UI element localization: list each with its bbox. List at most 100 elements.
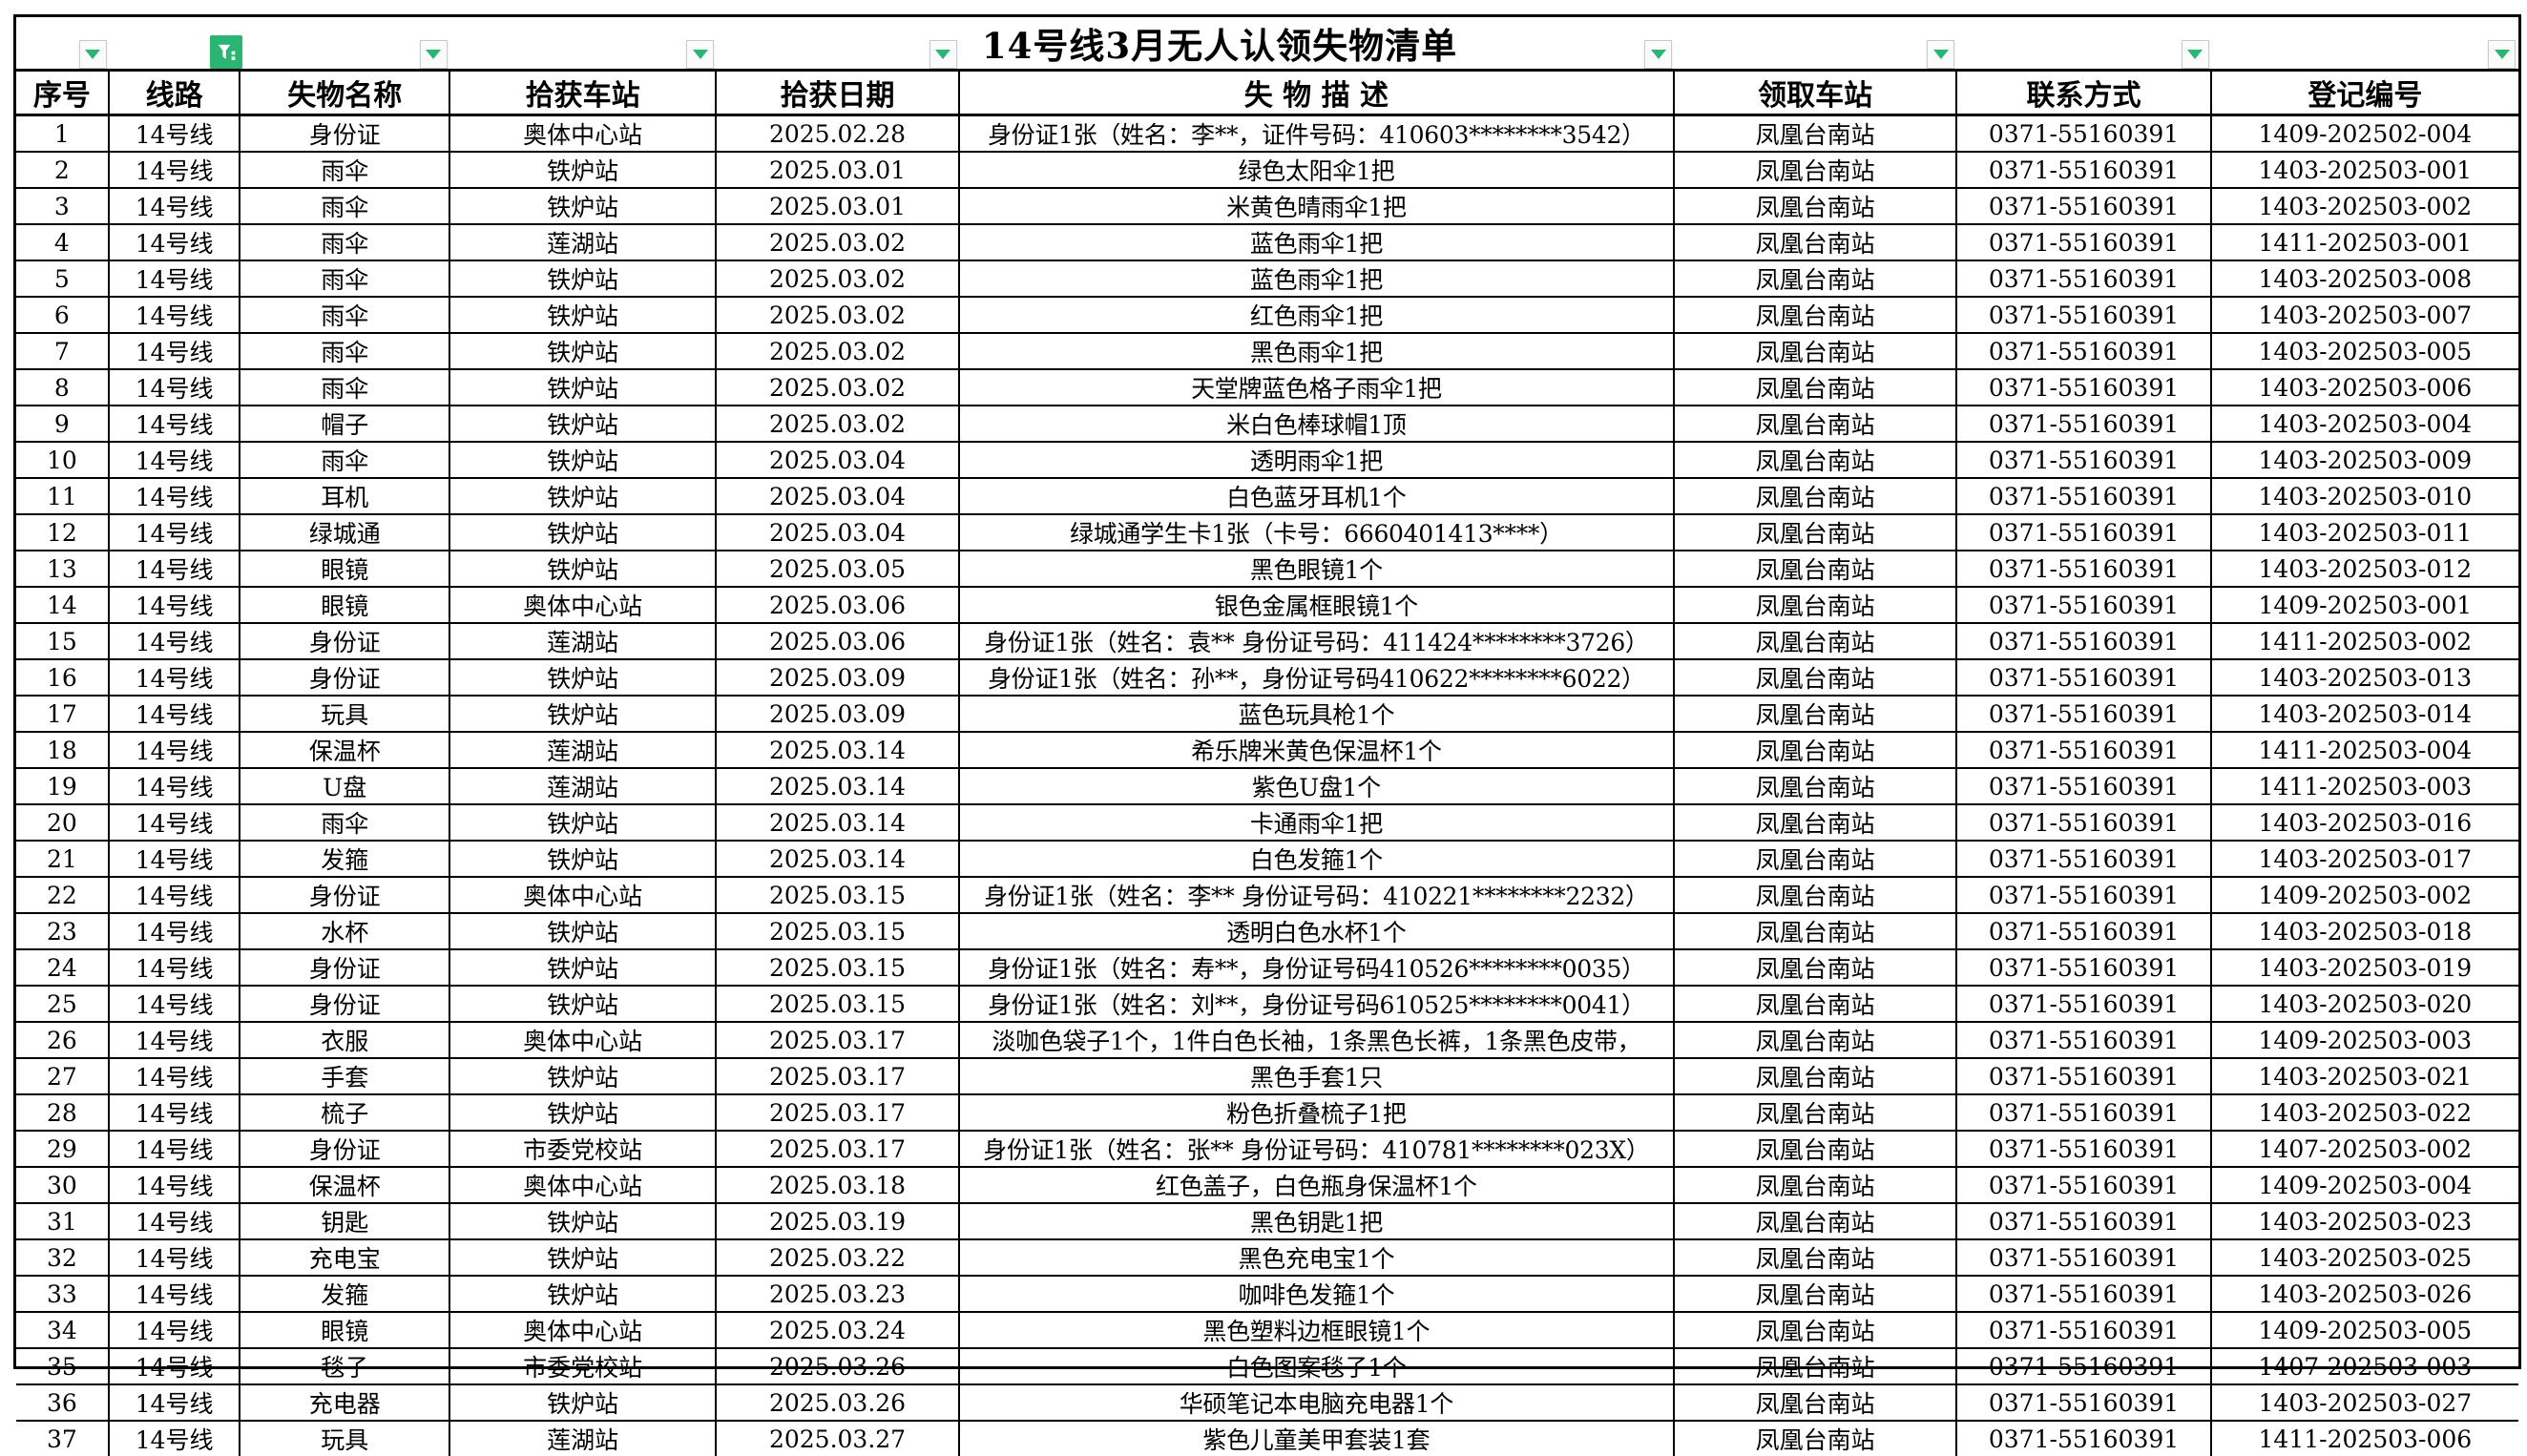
cell-description[interactable]: 白色蓝牙耳机1个 <box>960 479 1676 513</box>
cell-item-name[interactable]: 雨伞 <box>240 443 450 477</box>
cell-contact[interactable]: 0371-55160391 <box>1957 1277 2212 1311</box>
cell-found-station[interactable]: 铁炉站 <box>450 1240 718 1275</box>
cell-reg-no[interactable]: 1403-202503-020 <box>2258 989 2473 1018</box>
cell-item-name[interactable]: 身份证 <box>240 116 450 151</box>
cell-line[interactable]: 14号线 <box>110 1240 241 1275</box>
cell-contact[interactable]: 0371-55160391 <box>1957 842 2212 876</box>
cell-line[interactable]: 14号线 <box>110 443 241 477</box>
cell-description[interactable]: 身份证1张（姓名：李** 身份证号码：410221********2232） <box>960 878 1676 912</box>
cell-reg-no[interactable]: 1411-202503-003 <box>2258 772 2473 801</box>
cell-reg-no[interactable]: 1403-202503-005 <box>2258 337 2473 365</box>
cell-found-station[interactable]: 莲湖站 <box>450 1422 718 1456</box>
cell-item-name[interactable]: 雨伞 <box>240 298 450 332</box>
cell-found-station[interactable]: 铁炉站 <box>450 1277 718 1311</box>
cell-description[interactable]: 黑色钥匙1把 <box>960 1204 1676 1238</box>
cell-contact[interactable]: 0371-55160391 <box>1957 805 2212 840</box>
cell-found-date[interactable]: 2025.03.14 <box>717 842 960 876</box>
cell-item-name[interactable]: 发箍 <box>240 1277 450 1311</box>
cell-found-date[interactable]: 2025.03.26 <box>717 1349 960 1383</box>
cell-item-name[interactable]: 身份证 <box>240 950 450 985</box>
header-cell-claim-station[interactable]: 领取车站 <box>1675 72 1958 114</box>
cell-index[interactable]: 29 <box>16 1132 110 1166</box>
cell-found-date[interactable]: 2025.03.14 <box>717 769 960 803</box>
header-cell-description[interactable]: 失 物 描 述 <box>960 72 1676 114</box>
cell-item-name[interactable]: 雨伞 <box>240 370 450 405</box>
filter-button-reg-no[interactable] <box>2488 40 2516 69</box>
cell-index[interactable]: 4 <box>16 225 110 260</box>
cell-contact[interactable]: 0371-55160391 <box>1957 660 2212 695</box>
cell-found-date[interactable]: 2025.03.17 <box>717 1023 960 1057</box>
cell-claim-station[interactable]: 凤凰台南站 <box>1675 370 1958 405</box>
cell-claim-station[interactable]: 凤凰台南站 <box>1675 1204 1958 1238</box>
cell-found-date[interactable]: 2025.03.15 <box>717 878 960 912</box>
cell-line[interactable]: 14号线 <box>110 1132 241 1166</box>
filter-button-found-date[interactable] <box>929 40 957 69</box>
cell-claim-station[interactable]: 凤凰台南站 <box>1675 878 1958 912</box>
cell-found-date[interactable]: 2025.03.15 <box>717 987 960 1021</box>
cell-found-date[interactable]: 2025.03.14 <box>717 805 960 840</box>
cell-line[interactable]: 14号线 <box>110 479 241 513</box>
cell-reg-no[interactable]: 1403-202503-011 <box>2258 518 2473 547</box>
cell-line[interactable]: 14号线 <box>110 914 241 948</box>
cell-index[interactable]: 5 <box>16 261 110 296</box>
cell-line[interactable]: 14号线 <box>110 950 241 985</box>
cell-found-station[interactable]: 铁炉站 <box>450 370 718 405</box>
cell-item-name[interactable]: 发箍 <box>240 842 450 876</box>
cell-claim-station[interactable]: 凤凰台南站 <box>1675 1168 1958 1202</box>
cell-claim-station[interactable]: 凤凰台南站 <box>1675 1277 1958 1311</box>
cell-description[interactable]: 华硕笔记本电脑充电器1个 <box>960 1385 1676 1420</box>
cell-line[interactable]: 14号线 <box>110 406 241 441</box>
cell-found-station[interactable]: 奥体中心站 <box>450 588 718 622</box>
cell-contact[interactable]: 0371-55160391 <box>1957 733 2212 767</box>
cell-line[interactable]: 14号线 <box>110 660 241 695</box>
cell-contact[interactable]: 0371-55160391 <box>1957 515 2212 550</box>
cell-reg-no[interactable]: 1403-202503-016 <box>2258 808 2473 837</box>
cell-contact[interactable]: 0371-55160391 <box>1957 479 2212 513</box>
cell-contact[interactable]: 0371-55160391 <box>1957 116 2212 151</box>
cell-contact[interactable]: 0371-55160391 <box>1957 406 2212 441</box>
cell-index[interactable]: 8 <box>16 370 110 405</box>
cell-description[interactable]: 天堂牌蓝色格子雨伞1把 <box>960 370 1676 405</box>
cell-line[interactable]: 14号线 <box>110 1385 241 1420</box>
cell-found-station[interactable]: 铁炉站 <box>450 950 718 985</box>
cell-description[interactable]: 咖啡色发箍1个 <box>960 1277 1676 1311</box>
header-cell-index[interactable]: 序号 <box>16 72 110 114</box>
cell-found-date[interactable]: 2025.03.09 <box>717 660 960 695</box>
cell-reg-no[interactable]: 1403-202503-001 <box>2258 156 2473 184</box>
cell-item-name[interactable]: 身份证 <box>240 987 450 1021</box>
cell-contact[interactable]: 0371-55160391 <box>1957 950 2212 985</box>
cell-item-name[interactable]: 身份证 <box>240 624 450 658</box>
cell-item-name[interactable]: 身份证 <box>240 1132 450 1166</box>
cell-description[interactable]: 身份证1张（姓名：刘**，身份证号码610525********0041） <box>960 987 1676 1021</box>
cell-found-date[interactable]: 2025.03.04 <box>717 443 960 477</box>
cell-line[interactable]: 14号线 <box>110 225 241 260</box>
cell-reg-no[interactable]: 1403-202503-025 <box>2258 1243 2473 1272</box>
cell-index[interactable]: 27 <box>16 1059 110 1093</box>
cell-item-name[interactable]: 玩具 <box>240 1422 450 1456</box>
cell-line[interactable]: 14号线 <box>110 1023 241 1057</box>
cell-description[interactable]: 身份证1张（姓名：李**，证件号码：410603********3542） <box>960 116 1676 151</box>
cell-claim-station[interactable]: 凤凰台南站 <box>1675 153 1958 187</box>
cell-contact[interactable]: 0371-55160391 <box>1957 1059 2212 1093</box>
cell-contact[interactable]: 0371-55160391 <box>1957 1313 2212 1347</box>
cell-contact[interactable]: 0371-55160391 <box>1957 1240 2212 1275</box>
filter-button-claim-station[interactable] <box>1927 40 1955 69</box>
cell-found-station[interactable]: 莲湖站 <box>450 733 718 767</box>
cell-index[interactable]: 23 <box>16 914 110 948</box>
cell-found-station[interactable]: 铁炉站 <box>450 842 718 876</box>
cell-reg-no[interactable]: 1409-202503-001 <box>2258 591 2473 619</box>
cell-found-date[interactable]: 2025.03.19 <box>717 1204 960 1238</box>
cell-item-name[interactable]: 身份证 <box>240 878 450 912</box>
cell-found-station[interactable]: 铁炉站 <box>450 443 718 477</box>
cell-index[interactable]: 21 <box>16 842 110 876</box>
cell-line[interactable]: 14号线 <box>110 842 241 876</box>
cell-item-name[interactable]: 眼镜 <box>240 551 450 586</box>
cell-found-station[interactable]: 铁炉站 <box>450 298 718 332</box>
cell-description[interactable]: 白色发箍1个 <box>960 842 1676 876</box>
cell-reg-no[interactable]: 1403-202503-014 <box>2258 699 2473 728</box>
cell-found-station[interactable]: 铁炉站 <box>450 189 718 223</box>
cell-claim-station[interactable]: 凤凰台南站 <box>1675 225 1958 260</box>
cell-item-name[interactable]: 雨伞 <box>240 334 450 368</box>
cell-contact[interactable]: 0371-55160391 <box>1957 370 2212 405</box>
cell-description[interactable]: 透明雨伞1把 <box>960 443 1676 477</box>
